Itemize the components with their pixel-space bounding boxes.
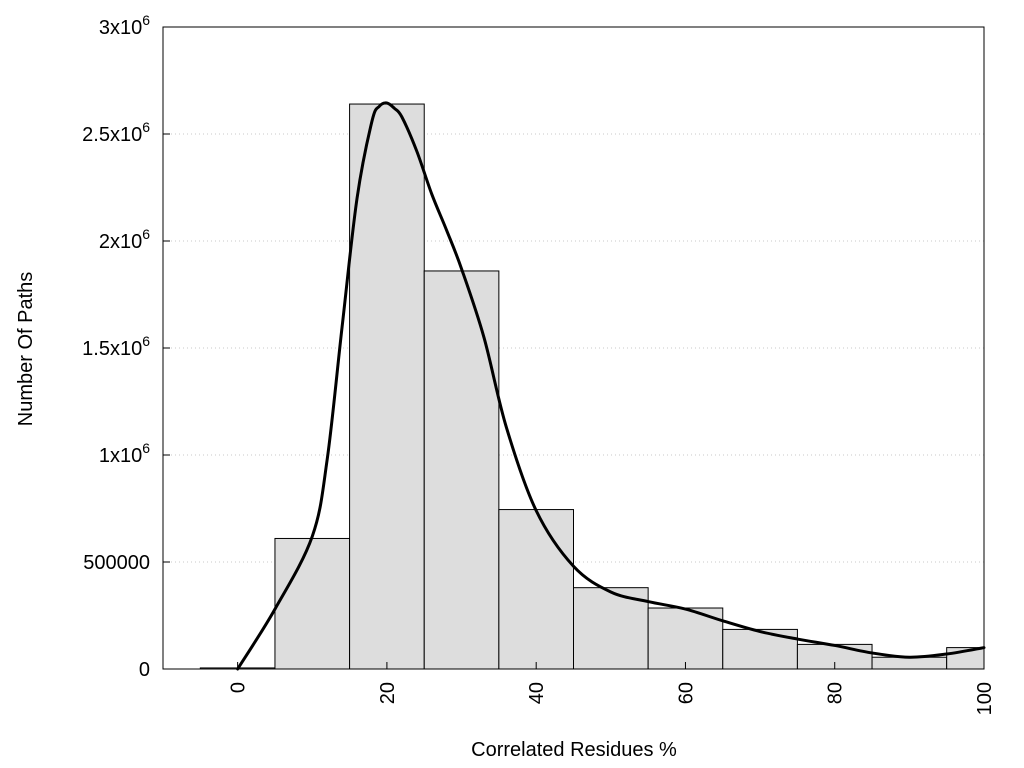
y-tick-label: 1x106 xyxy=(99,440,150,467)
x-tick-label: 20 xyxy=(377,682,399,704)
x-tick-label: 40 xyxy=(526,682,548,704)
x-axis-ticks: 0 20 40 60 80 100 xyxy=(228,662,996,715)
y-tick-label: 500000 xyxy=(83,552,150,574)
histogram-bar xyxy=(498,509,575,670)
y-tick-label: 3x106 xyxy=(99,12,150,39)
histogram-bar xyxy=(274,537,351,670)
density-curve-layer xyxy=(236,101,986,671)
histogram-bar xyxy=(423,270,500,670)
histogram-bar xyxy=(573,587,649,670)
y-tick-label: 2x106 xyxy=(99,226,150,253)
x-tick-label: 60 xyxy=(675,682,697,704)
y-tick-label: 0 xyxy=(139,659,150,681)
histogram-bar xyxy=(349,103,425,670)
density-curve xyxy=(236,101,986,671)
x-tick-label: 0 xyxy=(228,682,250,693)
x-tick-label: 100 xyxy=(974,682,996,715)
y-axis-ticks: 0 500000 1x106 1.5x106 2x106 2.5x106 3x106 xyxy=(82,12,170,681)
x-tick-label: 80 xyxy=(825,682,847,704)
histogram-bar xyxy=(722,628,798,670)
y-axis-label: Number Of Paths xyxy=(15,272,37,427)
histogram-bar xyxy=(871,656,948,670)
grid-lines xyxy=(163,133,984,563)
bars xyxy=(199,103,985,670)
y-tick-label: 1.5x106 xyxy=(82,333,150,360)
x-axis-label: Correlated Residues % xyxy=(471,739,677,761)
y-tick-label: 2.5x106 xyxy=(82,119,150,146)
